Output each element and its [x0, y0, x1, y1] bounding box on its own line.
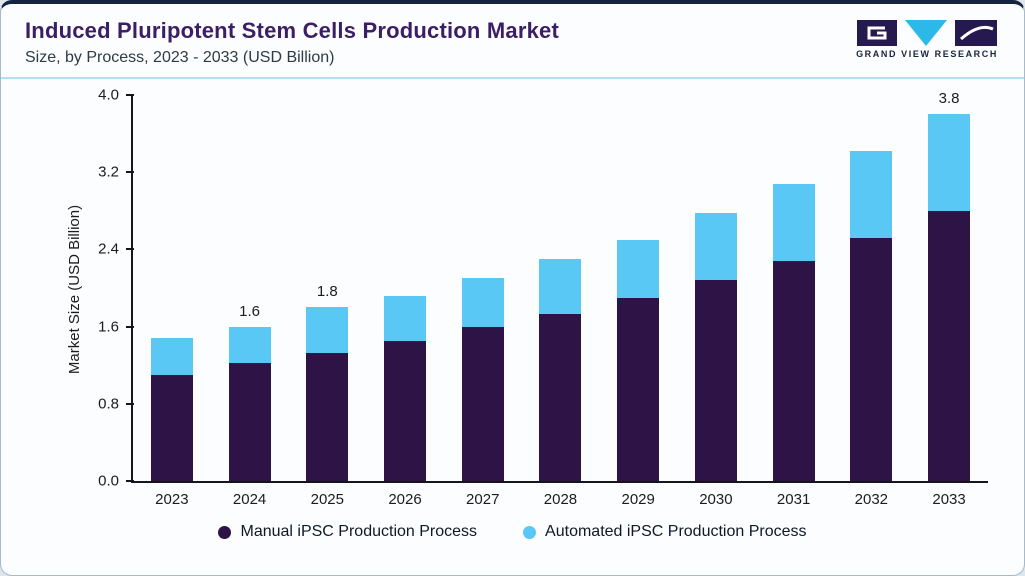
- bar-value-label: 3.8: [938, 90, 960, 108]
- legend-item-automated: Automated iPSC Production Process: [523, 523, 807, 541]
- y-tick-label: 0.8: [98, 395, 119, 413]
- bar-2028: 2028: [539, 95, 582, 508]
- bar-2024: 1.6 2024: [228, 95, 271, 508]
- y-tick-label: 2.4: [98, 240, 119, 258]
- bar-2033: 3.8 2033: [928, 90, 971, 508]
- x-tick-label: 2028: [543, 491, 578, 508]
- page-subtitle: Size, by Process, 2023 - 2033 (USD Billi…: [25, 49, 335, 66]
- bar-segment-automated: [384, 295, 427, 342]
- bar-2027: 2027: [461, 95, 504, 508]
- x-tick-label: 2027: [466, 491, 500, 508]
- y-axis-title-text: Market Size (USD Billion): [66, 204, 84, 374]
- bar-value-label: 1.6: [239, 302, 260, 320]
- x-tick-label: 2026: [388, 491, 422, 508]
- bar-2031: 2031: [772, 95, 815, 508]
- y-tick-mark: [126, 171, 134, 174]
- bar-segment-automated: [228, 326, 271, 364]
- legend: Manual iPSC Production Process Automated…: [1, 523, 1024, 541]
- y-tick-mark: [126, 480, 134, 482]
- bar-2025: 1.8 2025: [306, 95, 349, 508]
- bar-segment-manual: [384, 341, 427, 481]
- bar-segment-automated: [617, 239, 660, 298]
- bars-container: 2023 1.6 2024 1.8 2025 2026 2027 2028 2029 2030 20…: [133, 90, 988, 508]
- x-tick-label: 2033: [932, 491, 966, 508]
- bar-segment-manual: [228, 363, 271, 481]
- bar-segment-manual: [461, 326, 504, 481]
- x-tick-label: 2025: [310, 491, 344, 508]
- bar-segment-automated: [539, 259, 582, 315]
- x-tick-label: 2023: [155, 491, 189, 508]
- bar-segment-manual: [150, 374, 193, 481]
- legend-dot-manual-icon: [218, 525, 232, 539]
- legend-label-automated: Automated iPSC Production Process: [545, 523, 807, 540]
- legend-item-manual: Manual iPSC Production Process: [218, 523, 477, 541]
- bar-segment-manual: [539, 314, 582, 481]
- y-tick-label: 4.0: [98, 86, 119, 104]
- y-axis-title: Market Size (USD Billion): [65, 95, 85, 483]
- page-title: Induced Pluripotent Stem Cells Productio…: [25, 18, 560, 43]
- y-tick-label: 1.6: [98, 318, 119, 336]
- bar-segment-manual: [617, 297, 660, 481]
- bar-2023: 2023: [150, 95, 193, 508]
- header-text: Induced Pluripotent Stem Cells Productio…: [25, 18, 559, 67]
- y-tick-mark: [126, 325, 134, 328]
- bar-2030: 2030: [694, 95, 737, 508]
- y-tick-label: 0.0: [98, 472, 119, 490]
- bar-segment-automated: [928, 114, 971, 211]
- bar-2026: 2026: [384, 95, 427, 508]
- y-tick-mark: [126, 402, 134, 405]
- bar-segment-manual: [694, 280, 737, 481]
- bar-value-label: 1.8: [316, 283, 338, 301]
- brand-logo-icon: [857, 20, 998, 46]
- bar-2032: 2032: [850, 95, 893, 508]
- brand-logo: GRAND VIEW RESEARCH: [856, 20, 998, 59]
- brand-name: GRAND VIEW RESEARCH: [856, 49, 998, 59]
- x-tick-label: 2030: [699, 491, 733, 508]
- chart: Market Size (USD Billion) 2023 1.6 2024 1.8…: [67, 87, 988, 508]
- x-tick-label: 2032: [854, 491, 889, 508]
- legend-dot-automated-icon: [523, 525, 537, 539]
- bar-segment-automated: [306, 307, 349, 353]
- bar-segment-manual: [306, 352, 349, 481]
- bar-2029: 2029: [617, 95, 660, 508]
- plot-area: 2023 1.6 2024 1.8 2025 2026 2027 2028 2029 2030 20…: [98, 87, 988, 508]
- bar-segment-manual: [850, 237, 893, 481]
- y-tick-label: 3.2: [98, 163, 119, 181]
- bar-segment-automated: [772, 183, 815, 261]
- bar-segment-automated: [461, 278, 504, 327]
- legend-label-manual: Manual iPSC Production Process: [240, 523, 478, 540]
- y-tick-mark: [126, 94, 134, 96]
- bar-segment-manual: [772, 260, 815, 481]
- header: Induced Pluripotent Stem Cells Productio…: [1, 4, 1024, 79]
- y-tick-mark: [126, 248, 134, 251]
- bar-segment-automated: [850, 150, 893, 238]
- bar-segment-automated: [150, 338, 193, 375]
- x-tick-label: 2024: [232, 491, 267, 508]
- bar-segment-manual: [928, 210, 971, 481]
- bar-segment-automated: [694, 212, 737, 281]
- x-tick-label: 2031: [776, 491, 811, 508]
- x-tick-label: 2029: [621, 491, 655, 508]
